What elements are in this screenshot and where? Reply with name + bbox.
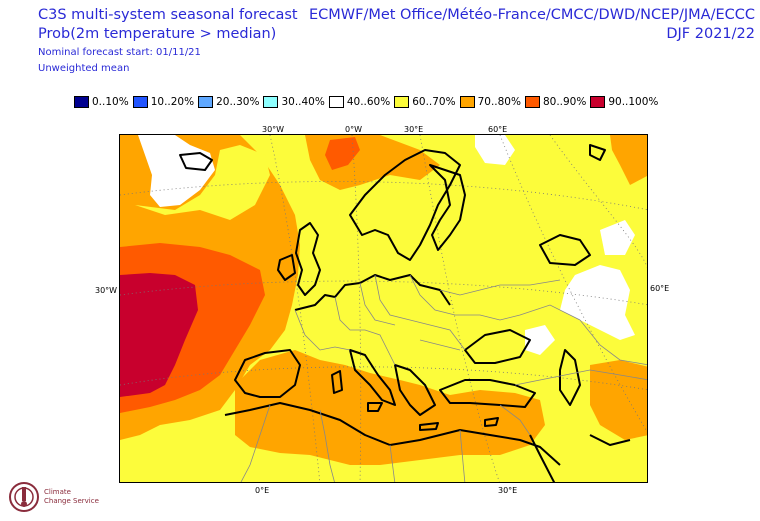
logo-text-line-2: Change Service [44,497,99,505]
region-70-80-east [590,360,647,440]
coastlines [179,144,631,482]
legend-label: 90..100% [608,96,659,108]
region-80-90-north [325,137,360,170]
legend-label: 70..80% [477,96,521,108]
forecast-map [119,134,648,483]
legend-swatch [198,96,214,108]
region-40-60-ne-small [600,220,635,255]
legend-label: 60..70% [412,96,456,108]
region-40-60-russia [560,265,635,340]
legend-swatch [590,96,606,108]
legend-item: 30..40% [263,96,328,108]
region-70-80-mediterranean [235,350,545,465]
region-70-80-ne [610,135,647,185]
lon-label-top-0w: 0°W [345,125,362,134]
legend-swatch [74,96,89,108]
legend-item: 20..30% [198,96,263,108]
lon-label-top-60e: 60°E [488,125,508,134]
legend-swatch [394,96,410,108]
legend-item: 10..20% [132,96,198,108]
lon-label-top-30e: 30°E [404,125,424,134]
legend-item: 40..60% [328,96,394,108]
lat-label-right-60e: 60°E [650,284,670,293]
legend-item: 60..70% [394,96,459,108]
copernicus-logo-icon [9,482,39,512]
forecast-start-text: Nominal forecast start: 01/11/21 [38,47,201,58]
region-60-70-nw [135,145,270,220]
logo-text-line-1: Climate [44,488,71,496]
legend-label: 0..10% [92,96,129,108]
legend-swatch [459,96,475,108]
title-line-1: C3S multi-system seasonal forecast [38,7,298,23]
legend-label: 40..60% [346,96,391,108]
legend-label: 20..30% [216,96,260,108]
legend-label: 80..90% [542,96,587,108]
title-line-2: Prob(2m temperature > median) [38,26,277,42]
region-40-60-black-sea [525,325,555,355]
season-text: DJF 2021/22 [666,26,755,42]
legend-swatch [328,96,344,108]
country-borders [240,274,647,482]
weighting-text: Unweighted mean [38,63,130,74]
map-svg [120,135,647,482]
logo-text: Climate Change Service [44,488,99,506]
legend-item: 70..80% [459,96,525,108]
title-block: C3S multi-system seasonal forecast Prob(… [38,6,298,76]
region-40-60-north [475,135,515,165]
lon-label-bottom-30e: 30°E [498,486,518,495]
lat-label-left-30w: 30°W [95,286,118,295]
legend-swatch [132,96,148,108]
lon-label-bottom-0e: 0°E [255,486,270,495]
region-90-100-atlantic [120,273,198,397]
legend-item: 0..10% [74,96,133,108]
legend-swatch [524,96,540,108]
graticule [120,135,647,482]
centres-text: ECMWF/Met Office/Météo-France/CMCC/DWD/N… [308,7,755,23]
legend-swatch [263,96,279,108]
legend-item: 90..100% [590,96,662,108]
legend-label: 30..40% [281,96,325,108]
probability-legend: 0..10% 10..20% 20..30% 30..40% 40..60% 60..70… [74,96,662,108]
header-right-block: ECMWF/Met Office/Météo-France/CMCC/DWD/N… [309,6,755,44]
legend-item: 80..90% [524,96,590,108]
lon-label-top-30w: 30°W [262,125,285,134]
legend-label: 10..20% [150,96,195,108]
